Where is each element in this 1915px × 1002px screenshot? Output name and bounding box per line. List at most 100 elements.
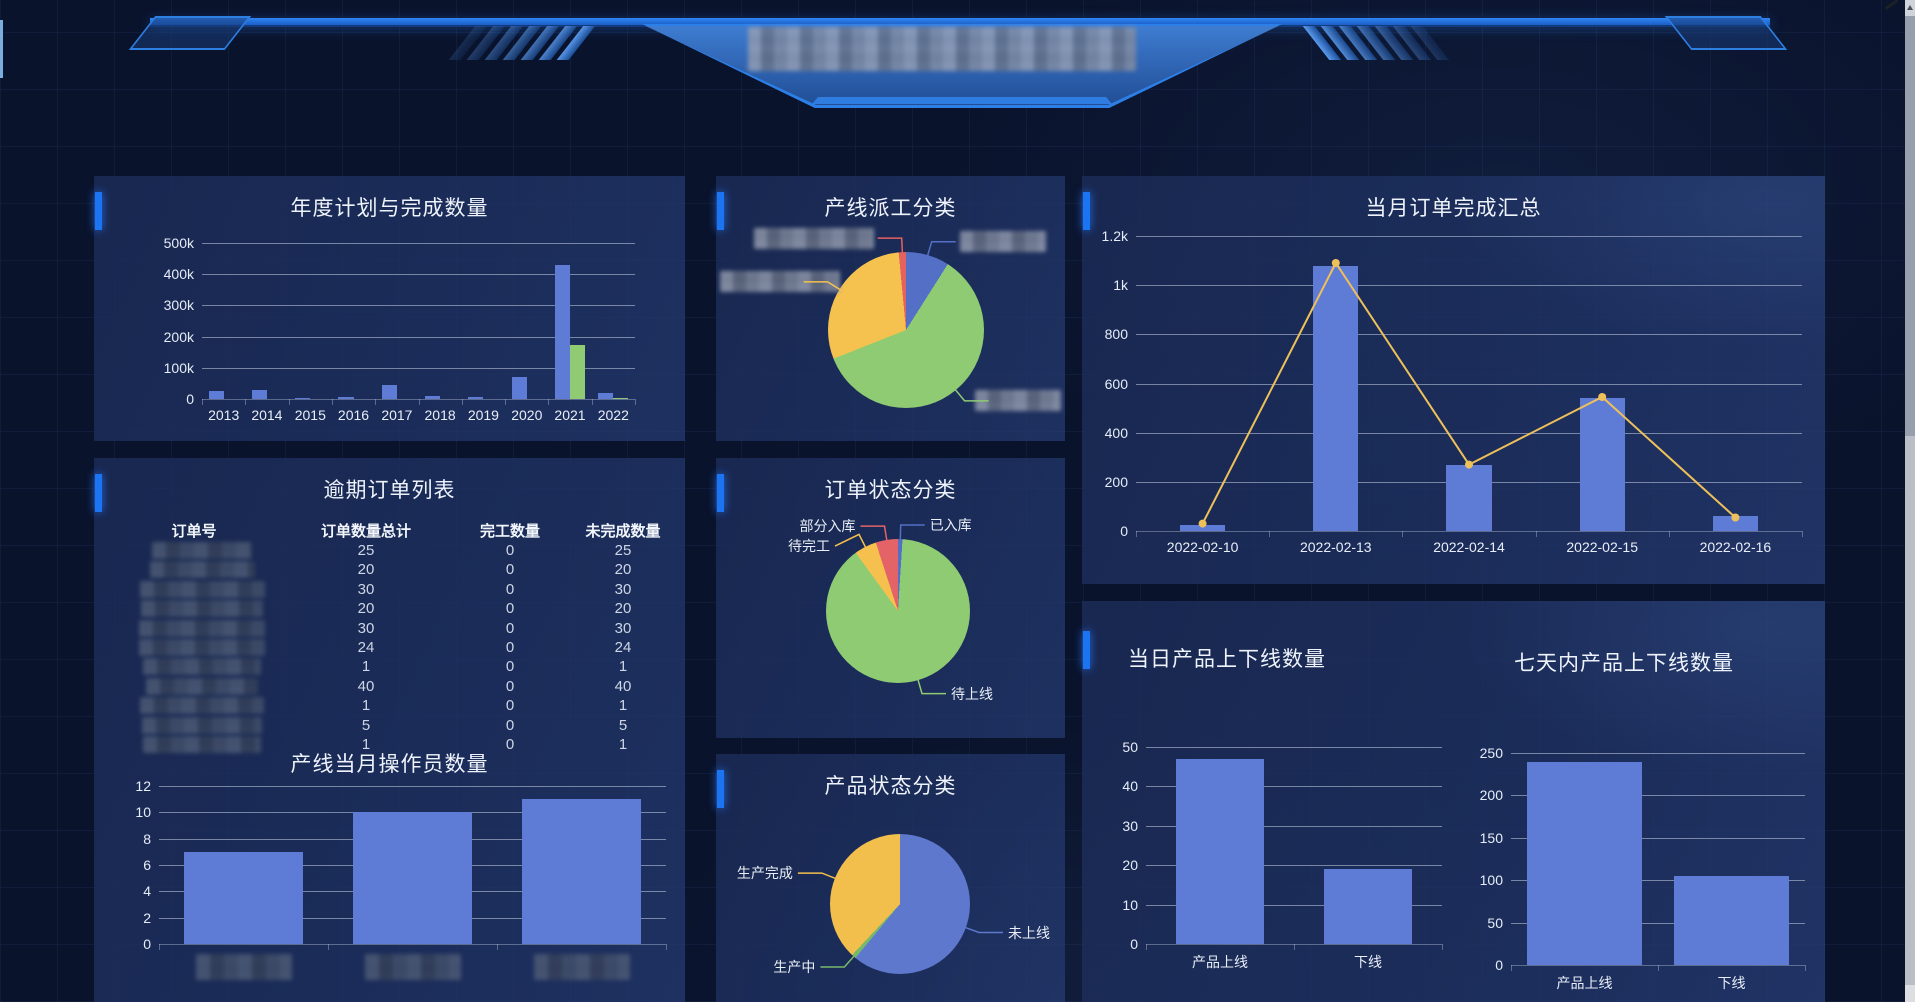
y-tick-label: 300k xyxy=(163,297,194,314)
bar xyxy=(425,395,441,399)
order-no-redacted xyxy=(142,716,262,734)
gridline xyxy=(1136,383,1802,385)
overdue-orders-table: 订单号 订单数量总计 完工数量 未完成数量 25 0 25 20 0 20 30 0 30 20 0 20 30… xyxy=(94,506,685,756)
x-tick-label: 2016 xyxy=(337,407,370,423)
cell: 5 xyxy=(361,716,371,734)
pie-label: 已入库 xyxy=(929,517,972,533)
today-updown-bar-chart: 0 10 20 30 40 50 产品上线 下线 xyxy=(1082,661,1462,1002)
cell: 0 xyxy=(505,677,515,695)
order-no-redacted xyxy=(139,639,265,656)
y-tick-label: 100 xyxy=(1479,872,1503,889)
x-axis-tick xyxy=(461,399,463,405)
x-label-redacted xyxy=(195,954,292,980)
x-label-redacted xyxy=(533,954,630,980)
y-tick-label: 6 xyxy=(143,857,151,873)
operators-chart-title: 产线当月操作员数量 xyxy=(290,753,489,776)
x-axis-tick xyxy=(1136,531,1137,537)
x-tick-label: 2018 xyxy=(424,407,456,423)
cell: 30 xyxy=(357,580,375,598)
x-axis-tick xyxy=(497,944,498,950)
cell: 0 xyxy=(505,736,515,753)
cell: 1 xyxy=(361,736,371,753)
bar xyxy=(1313,265,1359,531)
x-axis-tick xyxy=(666,944,667,950)
x-axis-tick xyxy=(1442,944,1443,950)
panel-overdue-and-operators: 逾期订单列表 订单号 订单数量总计 完工数量 未完成数量 25 0 25 20 0 20 30 0 30… xyxy=(94,458,685,1002)
x-axis-tick xyxy=(1668,531,1670,537)
pie xyxy=(826,539,970,683)
y-tick-label: 100k xyxy=(163,359,194,376)
y-tick-label: 0 xyxy=(186,391,194,407)
gridline xyxy=(1511,795,1805,797)
cell: 0 xyxy=(505,716,515,734)
x-axis-line xyxy=(1146,944,1442,945)
y-tick-label: 1.2k xyxy=(1101,228,1128,244)
accent-bar xyxy=(717,770,724,808)
cell: 24 xyxy=(357,639,375,656)
bar xyxy=(1712,516,1759,532)
order-status-pie-chart: 部分入库 待完工 已入库 待上线 xyxy=(716,458,1065,738)
panel-title: 年度计划与完成数量 xyxy=(290,197,489,220)
header-title-redacted xyxy=(748,27,1136,71)
cell: 0 xyxy=(505,542,515,559)
column-header: 未完成数量 xyxy=(585,523,661,540)
y-tick-label: 20 xyxy=(1122,857,1138,874)
scrollbar-track[interactable] xyxy=(1905,0,1915,985)
y-tick-label: 0 xyxy=(1120,523,1128,539)
y-tick-label: 800 xyxy=(1104,326,1128,343)
week-updown-bar-chart: 0 50 100 150 200 250 产品上线 下线 xyxy=(1452,661,1825,1002)
x-tick-label: 下线 xyxy=(1717,975,1746,991)
x-tick-label: 2021 xyxy=(554,407,586,423)
cell: 1 xyxy=(361,658,371,676)
bar xyxy=(1527,761,1642,965)
month-orders-bar-line-chart: 0 200 400 600 800 1k 1.2k 2022-02-10 2022-02-13 2… xyxy=(1082,176,1825,584)
header-bottom-bar xyxy=(812,97,1112,104)
x-axis-tick xyxy=(1802,531,1803,537)
x-axis-tick xyxy=(245,399,247,405)
bar xyxy=(381,385,397,399)
y-tick-label: 50 xyxy=(1487,914,1503,931)
operators-bar-chart: 0 2 4 6 8 10 12 xyxy=(94,770,685,1002)
scrollbar-thumb[interactable] xyxy=(1905,16,1915,436)
pie-label: 待完工 xyxy=(788,538,830,555)
accent-bar xyxy=(95,474,102,512)
order-no-redacted xyxy=(143,658,261,676)
gridline xyxy=(202,243,635,244)
column-header: 完工数量 xyxy=(479,523,541,540)
cell: 30 xyxy=(614,619,632,637)
panel-product-status: 产品状态分类 生产完成 生产中 未上线 xyxy=(716,754,1065,1002)
header-left-slab xyxy=(128,16,252,50)
cell: 20 xyxy=(614,561,632,579)
x-tick-label: 2015 xyxy=(294,407,326,423)
cell: 20 xyxy=(614,600,632,618)
panel-month-orders: 当月订单完成汇总 0 200 400 600 800 1k 1.2k 2022-02-10 20… xyxy=(1082,176,1825,584)
cell: 0 xyxy=(505,658,515,676)
accent-bar xyxy=(717,474,724,512)
bar xyxy=(511,377,527,399)
scrollbar-up-button[interactable] xyxy=(1905,0,1915,16)
cell: 1 xyxy=(618,658,628,676)
x-axis-tick xyxy=(159,944,160,950)
cell: 25 xyxy=(614,542,632,559)
x-tick-label: 2022-02-14 xyxy=(1433,539,1505,555)
bar xyxy=(338,396,354,399)
x-tick-label: 2022-02-10 xyxy=(1166,539,1239,555)
x-axis-tick xyxy=(1269,531,1271,537)
cell: 0 xyxy=(505,580,515,598)
cell: 25 xyxy=(357,542,375,559)
cell: 0 xyxy=(505,697,515,715)
y-tick-label: 50 xyxy=(1122,739,1138,755)
bar xyxy=(353,812,472,944)
bar xyxy=(1175,758,1265,944)
x-tick-label: 2020 xyxy=(511,407,543,423)
accent-bar xyxy=(95,192,102,230)
y-tick-label: 8 xyxy=(143,830,151,847)
header-left-hatch xyxy=(448,26,602,64)
dispatch-pie-chart xyxy=(716,176,1065,441)
cell: 0 xyxy=(505,639,515,656)
pie-label: 待上线 xyxy=(951,685,993,702)
panel-product-updown: 当日产品上下线数量 七天内产品上下线数量 0 10 20 30 40 50 产品上线 下线 0… xyxy=(1082,601,1825,1002)
x-axis-tick xyxy=(591,399,593,405)
x-axis-tick xyxy=(328,944,329,950)
cell: 30 xyxy=(614,580,632,598)
